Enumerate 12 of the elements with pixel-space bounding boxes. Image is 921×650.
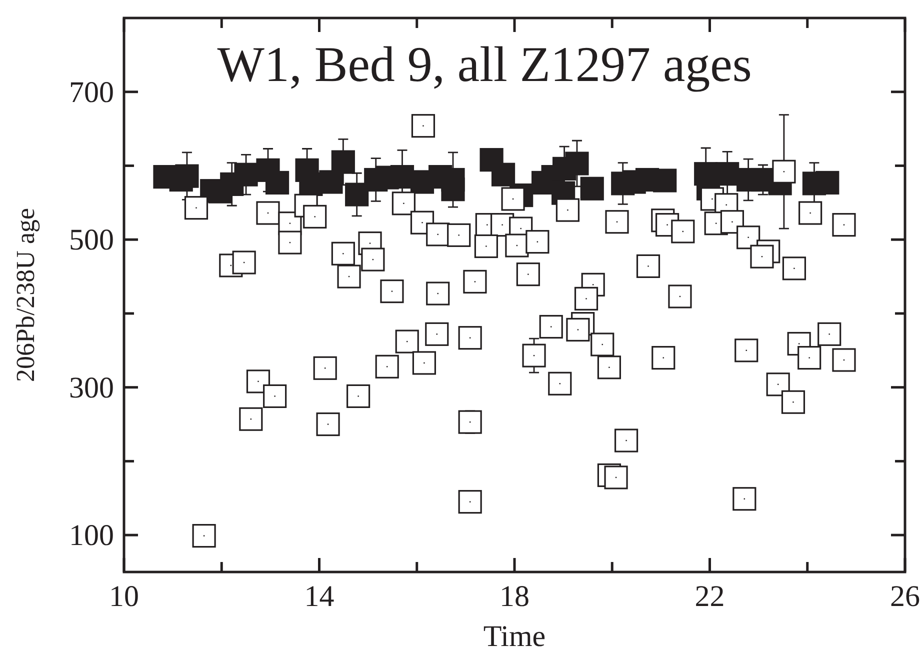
x-axis-title: Time bbox=[483, 620, 546, 650]
x-tick-label: 14 bbox=[304, 580, 334, 613]
x-tick-label: 18 bbox=[500, 580, 530, 613]
x-tick-label: 26 bbox=[890, 580, 920, 613]
x-tick-label: 10 bbox=[109, 580, 139, 613]
y-tick-label: 500 bbox=[69, 224, 114, 257]
x-tick-label: 22 bbox=[694, 580, 725, 613]
y-axis-title: 206Pb/238U age bbox=[11, 208, 40, 382]
y-tick-label: 100 bbox=[69, 519, 114, 552]
y-tick-label: 300 bbox=[69, 371, 114, 404]
y-tick-label: 700 bbox=[69, 76, 114, 109]
chart-title: W1, Bed 9, all Z1297 ages bbox=[217, 36, 752, 92]
